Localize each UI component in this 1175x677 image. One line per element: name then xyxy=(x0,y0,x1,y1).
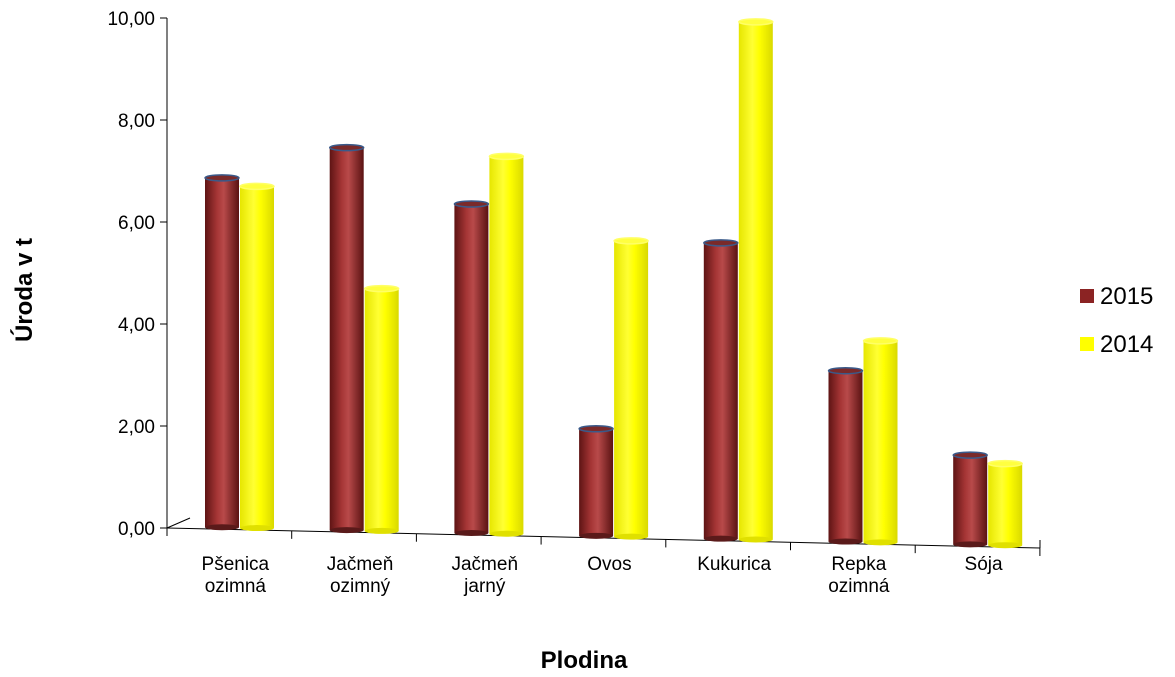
x-axis-title: Plodina xyxy=(541,647,628,674)
bar-2015-6 xyxy=(952,451,988,548)
category-label: Kukurica xyxy=(697,554,771,575)
y-tick-label: 0,00 xyxy=(118,519,155,540)
y-tick-label: 4,00 xyxy=(118,315,155,336)
floor-back-edge xyxy=(166,517,191,529)
category-label: Sója xyxy=(965,554,1003,575)
y-tick-label: 6,00 xyxy=(118,213,155,234)
category-label: Pšenica ozimná xyxy=(202,554,270,597)
bar-2015-1 xyxy=(328,143,365,534)
x-tick-marks xyxy=(166,528,1041,556)
category-label: Repka ozimná xyxy=(828,554,890,597)
y-axis-title: Úroda v t xyxy=(10,238,38,342)
bar-2015-2 xyxy=(453,200,490,536)
legend-label-2014: 2014 xyxy=(1100,331,1153,358)
category-label: Jačmeň ozimný xyxy=(327,554,394,597)
category-label: Jačmeň jarný xyxy=(451,554,518,597)
legend: 2015 2014 xyxy=(1080,283,1153,358)
y-ticks: 0,00 2,00 4,00 6,00 8,00 10,00 xyxy=(107,9,167,540)
y-tick-label: 2,00 xyxy=(118,417,155,438)
bar-2015-3 xyxy=(578,424,614,539)
category-label: Ovos xyxy=(587,554,631,575)
bar-2014-6 xyxy=(987,459,1023,549)
bar-2014-4 xyxy=(738,18,774,543)
bars xyxy=(204,18,1023,549)
legend-label-2015: 2015 xyxy=(1100,283,1153,310)
bar-2014-0 xyxy=(239,182,275,532)
y-tick-label: 10,00 xyxy=(107,9,155,30)
category-labels: Pšenica ozimná Jačmeň ozimný Jačmeň jarný Ovos… xyxy=(202,554,1003,597)
bar-2014-1 xyxy=(363,284,400,534)
legend-swatch-2015 xyxy=(1080,289,1094,303)
bar-2014-5 xyxy=(862,337,899,546)
y-tick-label: 8,00 xyxy=(118,111,155,132)
legend-swatch-2014 xyxy=(1080,337,1094,351)
bar-2014-3 xyxy=(613,237,649,540)
bar-2014-2 xyxy=(488,152,525,537)
bar-2015-4 xyxy=(703,239,739,542)
bar-2015-0 xyxy=(204,174,240,531)
bar-2015-5 xyxy=(827,366,864,545)
